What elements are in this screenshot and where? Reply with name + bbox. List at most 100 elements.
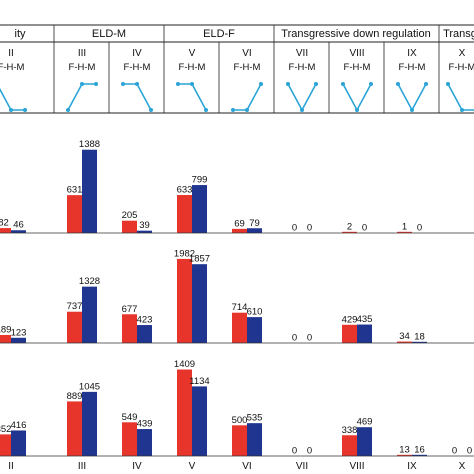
bar-value-label: 1982 <box>174 248 195 259</box>
pattern-line <box>447 83 474 111</box>
pattern-point <box>259 82 263 86</box>
bar-blue <box>82 391 97 456</box>
bar-value-label: 34 <box>399 331 410 342</box>
bar-red <box>232 228 247 233</box>
bar-red <box>397 454 412 456</box>
bar-value-label: 0 <box>292 223 297 234</box>
bar-red <box>232 425 247 456</box>
bar-red <box>342 435 357 456</box>
bar-value-label: 0 <box>292 333 297 344</box>
bar-blue <box>137 325 152 343</box>
bar-value-label: 79 <box>249 218 260 229</box>
bar-red <box>0 334 11 343</box>
bar-value-label: 1045 <box>79 381 100 392</box>
pattern-point <box>231 108 235 112</box>
pattern-point <box>121 82 125 86</box>
bar-value-label: 0 <box>362 223 367 234</box>
bar-red <box>177 195 192 233</box>
bar-value-label: 1 <box>402 221 407 232</box>
bar-value-label: 0 <box>292 446 297 457</box>
bar-red <box>397 341 412 343</box>
bar-value-label: 1134 <box>189 376 209 387</box>
pattern-point <box>204 108 208 112</box>
pattern-line <box>287 83 317 112</box>
bar-value-label: 0 <box>307 333 312 344</box>
bar-value-label: 1409 <box>174 359 195 370</box>
pattern-point <box>355 108 359 112</box>
bar-value-label: 889 <box>67 391 83 402</box>
pattern-point <box>9 108 13 112</box>
pattern-point <box>369 82 373 86</box>
bar-red <box>122 220 137 233</box>
bar-value-label: 1388 <box>79 139 100 150</box>
x-tick-label: III <box>78 461 86 472</box>
pattern-line <box>397 83 427 112</box>
pattern-point <box>94 82 98 86</box>
pattern-line <box>342 83 372 112</box>
pattern-axis-label: F-H-M <box>449 62 474 73</box>
bar-value-label: 0 <box>307 446 312 457</box>
bar-blue <box>137 429 152 456</box>
x-tick-label: VI <box>242 461 251 472</box>
pattern-point <box>245 108 249 112</box>
bar-value-label: 0 <box>467 446 472 457</box>
group-label: ELD-M <box>92 28 126 40</box>
bar-value-label: 46 <box>13 220 24 231</box>
bar-value-label: 423 <box>137 315 153 326</box>
pattern-point <box>80 82 84 86</box>
pattern-axis-label: F-H-M <box>0 62 25 73</box>
pattern-point <box>149 108 153 112</box>
bar-red <box>0 228 11 233</box>
x-tick-label: VII <box>296 461 308 472</box>
bar-red <box>177 369 192 456</box>
bar-value-label: 535 <box>247 413 263 424</box>
pattern-line <box>123 83 152 111</box>
pattern-axis-label: F-H-M <box>124 62 151 73</box>
bar-value-label: 737 <box>67 301 83 312</box>
bar-red <box>0 434 11 456</box>
pattern-point <box>66 108 70 112</box>
bar-value-label: 549 <box>122 412 138 423</box>
pattern-point <box>396 82 400 86</box>
pattern-line <box>67 83 96 111</box>
pattern-point <box>286 82 290 86</box>
bar-blue <box>192 264 207 343</box>
bar-value-label: 714 <box>232 302 248 313</box>
bar-value-label: 13 <box>399 444 410 455</box>
pattern-axis-label: F-H-M <box>289 62 316 73</box>
pattern-line <box>178 83 207 111</box>
x-tick-label: II <box>8 461 14 472</box>
bar-blue <box>247 317 262 343</box>
pattern-point <box>23 108 27 112</box>
bar-value-label: 189 <box>0 324 11 335</box>
bar-red <box>67 195 82 233</box>
pattern-point <box>460 108 464 112</box>
bar-value-label: 0 <box>417 223 422 234</box>
class-header-label: IX <box>407 48 417 59</box>
class-header-label: IV <box>132 48 142 59</box>
bar-value-label: 633 <box>177 185 193 196</box>
pattern-point <box>190 82 194 86</box>
bar-red <box>397 231 412 233</box>
bar-value-label: 1857 <box>189 254 210 265</box>
bar-value-label: 205 <box>122 210 138 221</box>
pattern-line <box>233 83 262 111</box>
class-header-label: X <box>459 48 466 59</box>
bar-blue <box>247 423 262 456</box>
pattern-point <box>446 82 450 86</box>
bar-value-label: 16 <box>414 444 425 455</box>
bar-blue <box>11 430 26 456</box>
bar-blue <box>192 386 207 456</box>
bar-red <box>122 314 137 343</box>
bar-red <box>342 324 357 343</box>
group-label: ity <box>15 28 27 40</box>
bar-value-label: 39 <box>139 220 150 231</box>
bar-blue <box>247 228 262 233</box>
bar-value-label: 429 <box>342 314 358 325</box>
bar-value-label: 439 <box>137 419 153 430</box>
class-header-label: VII <box>296 48 308 59</box>
bar-blue <box>82 286 97 343</box>
bar-value-label: 69 <box>234 218 245 229</box>
pattern-axis-label: F-H-M <box>69 62 96 73</box>
bar-value-label: 352 <box>0 424 11 435</box>
